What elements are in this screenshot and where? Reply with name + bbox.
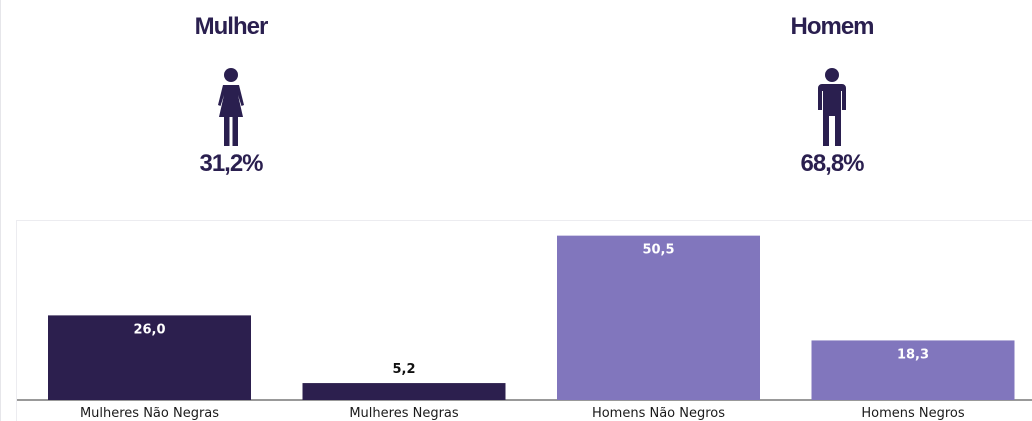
left-divider: [0, 0, 1, 421]
women-title: Mulher: [194, 13, 269, 40]
bar-value-label-3: 50,5: [642, 243, 674, 258]
category-label-3: Homens Não Negros: [592, 406, 725, 421]
bar-2: [302, 383, 506, 400]
bar-value-label-1: 26,0: [133, 322, 165, 337]
women-percentage: 31,2%: [199, 150, 263, 177]
women-summary: Mulher 31,2%: [141, 12, 321, 178]
bar-chart: 26,0 Mulheres Não Negras 5,2 Mulheres Negra…: [17, 235, 1032, 421]
category-label-4: Homens Negros: [861, 406, 965, 421]
female-person-icon: [218, 68, 244, 146]
bar-3: [557, 235, 760, 400]
male-person-icon: [818, 68, 846, 146]
men-summary: Homem 68,8%: [742, 12, 922, 178]
bar-value-label-2: 5,2: [392, 362, 415, 377]
category-label-2: Mulheres Negras: [349, 406, 459, 421]
bar-chart-panel: 26,0 Mulheres Não Negras 5,2 Mulheres Negra…: [16, 220, 1032, 421]
bar-4: [811, 340, 1015, 400]
men-percentage: 68,8%: [800, 150, 864, 177]
bar-1: [48, 315, 251, 400]
category-label-1: Mulheres Não Negras: [80, 406, 219, 421]
men-title: Homem: [790, 13, 874, 40]
bar-value-label-4: 18,3: [897, 347, 929, 362]
